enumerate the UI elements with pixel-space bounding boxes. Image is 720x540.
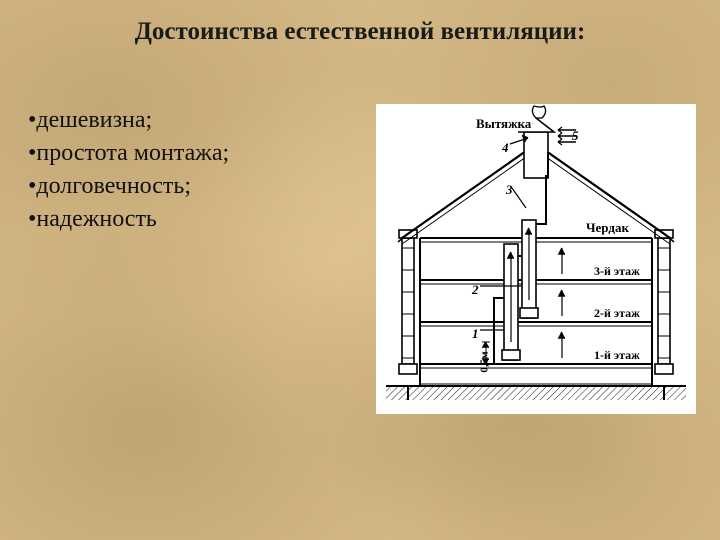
bullet-list: дешевизна; простота монтажа; долговечнос… [28, 104, 358, 414]
diagram-label-n2: 2 [472, 282, 479, 298]
diagram-label-attic: Чердак [586, 220, 629, 236]
list-item: долговечность; [28, 170, 358, 203]
content-row: дешевизна; простота монтажа; долговечнос… [0, 104, 720, 414]
diagram-label-n1: 1 [472, 326, 479, 342]
list-item: простота монтажа; [28, 137, 358, 170]
diagram-label-floor2: 2-й этаж [594, 306, 640, 321]
diagram-label-n3: 3 [506, 182, 513, 198]
page-title: Достоинства естественной вентиляции: [0, 0, 720, 46]
diagram-svg [376, 104, 696, 414]
diagram-label-exhaust: Вытяжка [476, 116, 531, 132]
diagram-label-n4: 4 [502, 140, 509, 156]
ventilation-diagram: Вытяжка Чердак 3-й этаж 2-й этаж 1-й этаж 0,5… [376, 104, 696, 414]
diagram-label-dim: 0,5м [479, 351, 491, 372]
diagram-label-n5: 5 [572, 128, 579, 144]
list-item: надежность [28, 203, 358, 236]
diagram-container: Вытяжка Чердак 3-й этаж 2-й этаж 1-й этаж 0,5… [376, 104, 696, 414]
diagram-label-floor1: 1-й этаж [594, 348, 640, 363]
diagram-label-floor3: 3-й этаж [594, 264, 640, 279]
list-item: дешевизна; [28, 104, 358, 137]
